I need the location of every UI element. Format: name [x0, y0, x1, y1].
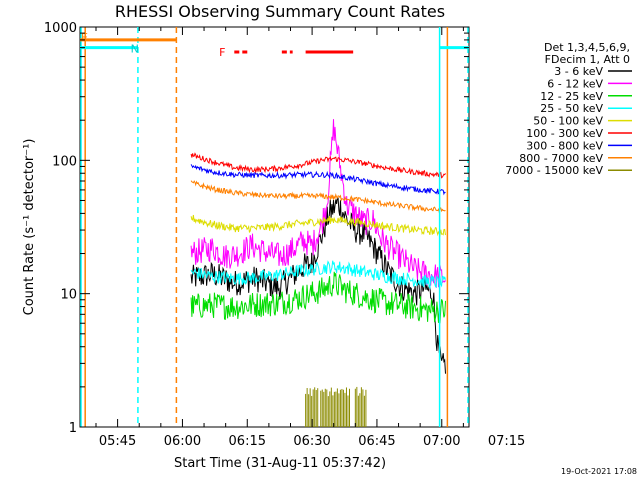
legend-entry-label: 100 - 300 keV	[526, 127, 603, 140]
x-tick-label: 07:15	[488, 434, 525, 449]
legend-entry-label: 800 - 7000 keV	[519, 152, 603, 165]
series-line	[190, 180, 446, 213]
legend: Det 1,3,4,5,6,9, FDecim 1, Att 0 3 - 6 k…	[505, 41, 632, 177]
flare-flag-label: F	[219, 46, 225, 59]
y-axis-label: Count Rate (s⁻¹ detector⁻¹)	[22, 139, 37, 316]
night-flag-label: N	[131, 43, 139, 56]
legend-entry-label: 12 - 25 keV	[540, 90, 603, 103]
series-line	[190, 260, 446, 290]
eclipse-flag-label: E	[81, 31, 88, 44]
y-tick-label: 10	[60, 288, 77, 303]
tick-layer: 05:45 06:00 06:15 06:30 06:45 07:00 07:15 1 10 10…	[44, 21, 525, 449]
series-line	[190, 152, 446, 179]
series-line	[190, 164, 446, 196]
legend-entry-label: 50 - 100 keV	[533, 115, 603, 128]
flag-layer: E N F	[80, 27, 469, 427]
x-tick-label: 07:00	[423, 434, 460, 449]
plot-frame	[79, 26, 470, 428]
x-tick-label: 05:45	[99, 434, 136, 449]
legend-entry-label: 3 - 6 keV	[554, 65, 603, 78]
x-axis-label: Start Time (31-Aug-11 05:37:42)	[174, 456, 386, 471]
legend-entry-label: 6 - 12 keV	[547, 77, 603, 90]
timestamp: 19-Oct-2021 17:08	[561, 467, 637, 476]
x-tick-label: 06:15	[229, 434, 266, 449]
series-line	[190, 271, 446, 324]
series-line	[190, 214, 446, 238]
legend-header-line-2: FDecim 1, Att 0	[545, 53, 630, 66]
series-line	[190, 119, 446, 288]
legend-header-line-1: Det 1,3,4,5,6,9,	[544, 41, 630, 54]
y-tick-label: 1000	[44, 21, 77, 36]
chart-title: RHESSI Observing Summary Count Rates	[115, 2, 445, 21]
x-tick-label: 06:30	[293, 434, 330, 449]
x-tick-label: 06:45	[358, 434, 395, 449]
y-tick-label: 100	[52, 154, 77, 169]
series-layer	[190, 119, 446, 427]
legend-entry-label: 25 - 50 keV	[540, 102, 603, 115]
legend-entry-label: 7000 - 15000 keV	[505, 164, 603, 177]
series-line	[190, 197, 446, 374]
y-tick-label: 1	[69, 421, 77, 436]
x-tick-label: 06:00	[164, 434, 201, 449]
legend-entry-label: 300 - 800 keV	[526, 139, 603, 152]
